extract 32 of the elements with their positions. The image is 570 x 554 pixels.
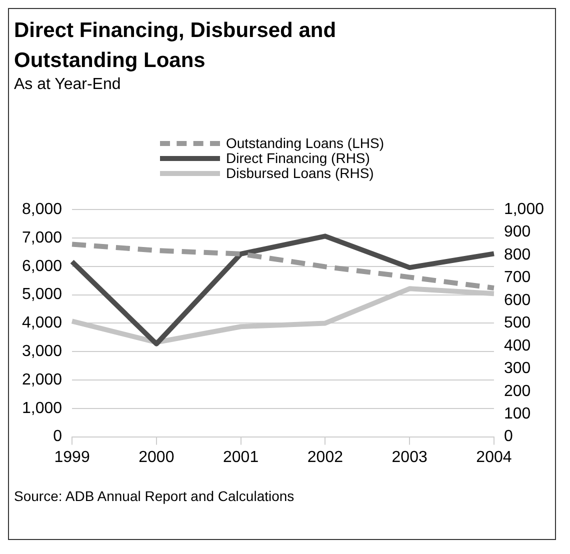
y2-tick-label: 600 (504, 292, 531, 309)
y2-tick-label: 200 (504, 382, 531, 400)
source-note: Source: ADB Annual Report and Calculations (14, 488, 294, 504)
chart-title: Direct Financing, Disbursed and Outstanding Loans (14, 18, 338, 74)
x-tick-label: 2002 (307, 448, 344, 466)
y-tick-label: 2,000 (22, 371, 62, 388)
y2-tick-label: 300 (504, 360, 531, 378)
y2-tick-label: 1,000 (504, 201, 544, 218)
y2-tick-label: 500 (504, 314, 531, 332)
y2-tick-label: 0 (504, 428, 513, 446)
y2-tick-label: 700 (504, 269, 531, 286)
x-tick-label: 1999 (54, 448, 90, 466)
legend-label: Disbursed Loans (RHS) (226, 165, 374, 181)
y-tick-label: 1,000 (22, 400, 62, 417)
x-tick-label: 2003 (392, 448, 428, 466)
x-tick-label: 2001 (223, 448, 259, 466)
y2-tick-label: 400 (504, 337, 531, 354)
y2-tick-label: 800 (504, 246, 531, 264)
y-tick-label: 0 (53, 428, 62, 446)
y-tick-label: 6,000 (22, 258, 62, 275)
legend-label: Direct Financing (RHS) (226, 150, 370, 166)
y-tick-label: 5,000 (22, 286, 62, 304)
y2-tick-label: 100 (504, 405, 531, 422)
x-tick-label: 2004 (476, 448, 512, 466)
y-tick-label: 3,000 (22, 343, 62, 360)
x-tick-label: 2000 (138, 448, 174, 466)
y2-tick-label: 900 (504, 224, 531, 241)
chart-subtitle: As at Year-End (14, 76, 121, 94)
legend-label: Outstanding Loans (LHS) (226, 135, 384, 151)
y-tick-label: 4,000 (22, 314, 62, 332)
y-tick-label: 8,000 (22, 201, 62, 218)
y-tick-label: 7,000 (22, 229, 62, 246)
